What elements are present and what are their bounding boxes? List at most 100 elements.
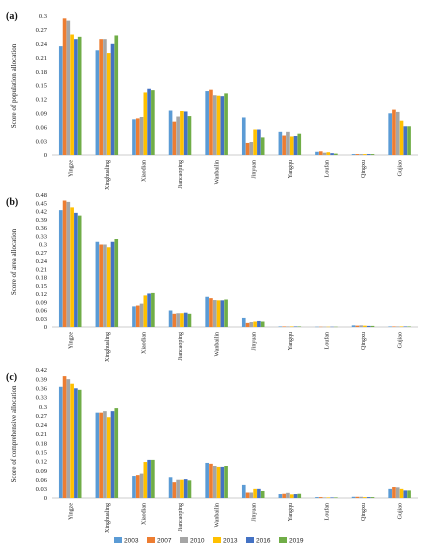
y-tick-label: 0 [44, 324, 47, 331]
chart-panel-1: (a) Score of population allocation 0 0.03 0.… [6, 11, 418, 190]
bar-xiaodian-2010 [139, 117, 144, 155]
bar-yangqu-2013 [289, 494, 294, 498]
panel-label: (a) [6, 11, 18, 22]
bar-yangqu-2019 [297, 493, 302, 498]
bar-yangqu-2003 [278, 494, 283, 498]
y-tick-label: 0.3 [39, 242, 47, 249]
y-tick-label: 0.48 [36, 192, 47, 199]
bar-loufan-2007 [318, 497, 323, 498]
bar-loufan-2010 [322, 497, 327, 498]
bar-gujiao-2003 [388, 326, 392, 327]
x-category-label: Xinghualing [105, 503, 111, 533]
bar-jiancaoping-2010 [176, 479, 180, 498]
x-category-label: Xiaodian [142, 332, 148, 354]
x-category-label: Jinyuan [251, 503, 257, 522]
bar-jiancaoping-2003 [168, 110, 173, 155]
bar-wanbailin-2003 [205, 296, 209, 327]
y-tick-label: 0.15 [36, 449, 47, 456]
legend-label-2010: 2010 [190, 538, 205, 545]
bar-jiancaoping-2007 [172, 482, 177, 498]
bar-qingxu-2007 [355, 325, 360, 328]
bar-wanbailin-2019 [224, 466, 228, 498]
bar-wanbailin-2016 [220, 466, 225, 498]
bar-xinghualing-2013 [106, 247, 111, 327]
bar-gujiao-2016 [403, 126, 408, 155]
bar-jinyuan-2010 [249, 142, 254, 155]
y-tick-label: 0.21 [36, 266, 47, 273]
y-tick-label: 0.39 [36, 217, 47, 224]
bar-yingze-2007 [62, 18, 67, 155]
x-category-label: Jinyuan [251, 332, 257, 351]
bar-gujiao-2007 [392, 326, 396, 327]
y-tick-label: 0.15 [36, 283, 47, 290]
bar-yangqu-2019 [297, 326, 302, 327]
y-tick-label: 0 [44, 152, 47, 159]
bar-jiancaoping-2019 [187, 313, 192, 327]
bar-wanbailin-2010 [212, 95, 217, 155]
bar-wanbailin-2010 [212, 466, 217, 498]
bar-jinyuan-2016 [257, 320, 261, 327]
bar-loufan-2016 [330, 153, 334, 155]
y-axis-label: Score of population allocation [10, 43, 18, 128]
bar-wanbailin-2013 [216, 466, 221, 498]
bar-wanbailin-2013 [216, 95, 221, 155]
y-tick-label: 0.36 [36, 225, 48, 232]
bar-qingxu-2016 [366, 325, 371, 327]
bar-wanbailin-2013 [216, 300, 221, 327]
bar-yingze-2003 [58, 46, 63, 156]
bar-xiaodian-2003 [132, 306, 136, 328]
bar-xinghualing-2019 [114, 35, 119, 155]
bar-xiaodian-2003 [132, 476, 136, 498]
x-category-label: Yangqu [288, 332, 294, 350]
y-tick-label: 0.21 [36, 55, 47, 62]
bar-loufan-2010 [322, 152, 327, 155]
bar-yingze-2016 [74, 39, 78, 155]
bar-qingxu-2016 [366, 497, 371, 498]
bar-wanbailin-2007 [209, 463, 213, 498]
bar-gujiao-2007 [392, 109, 396, 155]
y-tick-label: 0.45 [36, 200, 47, 207]
bar-yangqu-2016 [293, 326, 298, 327]
x-category-label: Xinghualing [105, 332, 111, 362]
x-category-label: Jinyuan [251, 160, 257, 179]
bar-qingxu-2007 [355, 154, 360, 155]
bar-xiaodian-2016 [147, 293, 151, 327]
bar-xiaodian-2003 [132, 119, 136, 155]
bar-qingxu-2013 [363, 497, 367, 498]
bar-yingze-2013 [70, 207, 74, 328]
bar-xiaodian-2010 [139, 473, 144, 498]
bar-xinghualing-2016 [110, 411, 115, 498]
bar-gujiao-2003 [388, 488, 392, 498]
x-category-label: Yangqu [288, 503, 294, 521]
bar-yangqu-2003 [278, 326, 283, 327]
x-category-label: Jiancaoping [178, 160, 184, 189]
bar-loufan-2003 [315, 151, 319, 155]
y-tick-label: 0.27 [36, 250, 48, 257]
bar-gujiao-2013 [399, 326, 404, 327]
bar-qingxu-2019 [370, 325, 375, 327]
y-tick-label: 0.09 [36, 111, 47, 118]
bar-yangqu-2010 [286, 492, 290, 498]
bar-qingxu-2003 [351, 496, 356, 498]
y-axis-label: Score of area allocation [10, 228, 18, 295]
bar-xiaodian-2013 [143, 92, 148, 155]
bar-yangqu-2019 [297, 133, 302, 155]
bar-gujiao-2019 [407, 326, 411, 327]
bar-gujiao-2013 [399, 120, 404, 155]
y-tick-label: 0.27 [36, 413, 48, 420]
bar-gujiao-2013 [399, 488, 404, 498]
bar-jinyuan-2010 [249, 322, 254, 327]
bar-gujiao-2019 [407, 126, 411, 155]
y-tick-label: 0.24 [36, 41, 48, 48]
y-tick-label: 0.24 [36, 258, 48, 265]
bar-jiancaoping-2016 [183, 312, 188, 327]
y-tick-label: 0.03 [36, 486, 47, 493]
bar-loufan-2003 [315, 497, 319, 498]
bar-loufan-2013 [326, 152, 331, 155]
bar-qingxu-2003 [351, 154, 356, 155]
bar-gujiao-2010 [395, 487, 400, 498]
y-tick-label: 0.33 [36, 233, 47, 240]
bar-wanbailin-2003 [205, 462, 209, 498]
x-category-label: Yangqu [288, 160, 294, 178]
